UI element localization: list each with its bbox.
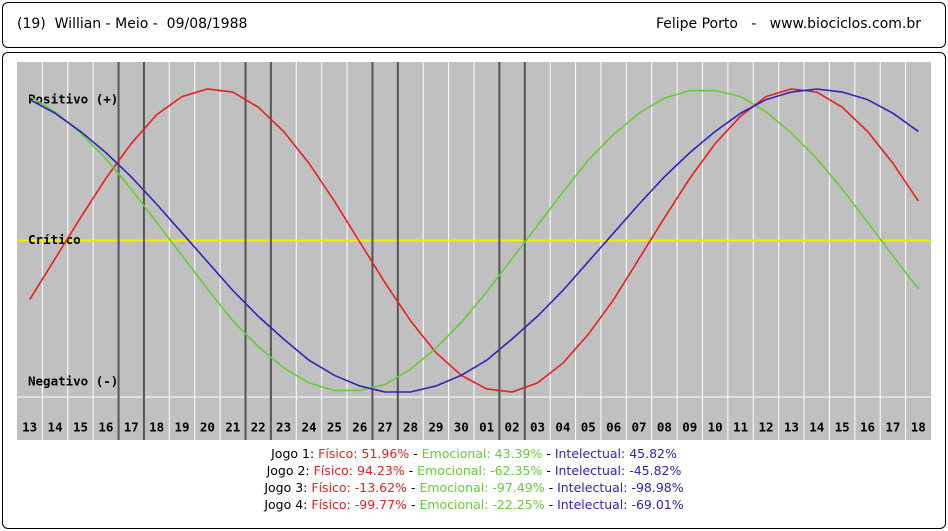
x-tick-label: 15 <box>73 420 88 435</box>
x-tick-label: 02 <box>505 420 520 435</box>
x-tick-label: 21 <box>225 420 240 435</box>
x-tick-label: 03 <box>530 420 545 435</box>
y-tick-label: Crítico <box>28 232 81 247</box>
field-value: 51.96% <box>361 446 410 461</box>
x-tick-label: 08 <box>657 420 672 435</box>
x-tick-label: 14 <box>48 420 63 435</box>
separator: - <box>408 463 414 478</box>
game-row: Jogo 3: Físico: -13.62% - Emocional: -97… <box>0 479 948 496</box>
x-tick-label: 22 <box>251 420 266 435</box>
x-tick-label: 14 <box>809 420 824 435</box>
game-label: Jogo 2: <box>266 463 310 478</box>
field-value: 94.23% <box>357 463 405 478</box>
x-tick-label: 16 <box>98 420 113 435</box>
field-value: -22.25% <box>492 497 545 512</box>
series-line <box>29 89 919 392</box>
y-tick-label: Positivo (+) <box>28 92 118 107</box>
x-tick-label: 06 <box>606 420 621 435</box>
game-label: Jogo 4: <box>264 497 308 512</box>
x-tick-label: 13 <box>22 420 37 435</box>
x-tick-label: 17 <box>885 420 900 435</box>
field-value: -13.62% <box>354 480 407 495</box>
x-tick-label: 12 <box>758 420 773 435</box>
x-tick-label: 13 <box>784 420 799 435</box>
x-tick-label: 25 <box>327 420 342 435</box>
series-line <box>29 88 919 393</box>
x-tick-label: 30 <box>454 420 469 435</box>
game-label: Jogo 1: <box>271 446 315 461</box>
x-tick-label: 01 <box>479 420 494 435</box>
x-tick-label: 05 <box>581 420 596 435</box>
x-tick-label: 20 <box>200 420 215 435</box>
x-tick-label: 27 <box>378 420 393 435</box>
field-label: Físico: <box>313 463 354 478</box>
separator: - <box>546 446 551 461</box>
game-row: Jogo 4: Físico: -99.77% - Emocional: -22… <box>0 496 948 513</box>
x-tick-label: 09 <box>682 420 697 435</box>
field-label: Emocional: <box>419 480 489 495</box>
x-tick-label: 16 <box>860 420 875 435</box>
main-panel <box>2 52 946 529</box>
field-value: -62.35% <box>490 463 543 478</box>
x-tick-label: 29 <box>428 420 443 435</box>
field-label: Físico: <box>318 446 358 461</box>
x-tick-label: 23 <box>276 420 291 435</box>
separator: - <box>410 480 416 495</box>
x-tick-label: 17 <box>124 420 139 435</box>
separator: - <box>548 480 554 495</box>
header-right: Felipe Porto - www.biociclos.com.br <box>655 16 921 32</box>
game-label: Jogo 3: <box>264 480 308 495</box>
x-tick-label: 18 <box>911 420 926 435</box>
field-value: 45.82% <box>629 446 677 461</box>
game-summary: Jogo 1: Físico: 51.96% - Emocional: 43.3… <box>0 445 948 513</box>
game-row: Jogo 1: Físico: 51.96% - Emocional: 43.3… <box>0 445 948 462</box>
field-label: Emocional: <box>419 497 489 512</box>
game-row: Jogo 2: Físico: 94.23% - Emocional: -62.… <box>0 462 948 479</box>
x-tick-label: 24 <box>301 420 316 435</box>
field-label: Emocional: <box>421 446 491 461</box>
separator: - <box>548 497 554 512</box>
field-value: -69.01% <box>631 497 684 512</box>
header: (19) Willian - Meio - 09/08/1988 Felipe … <box>2 2 946 48</box>
x-tick-label: 26 <box>352 420 367 435</box>
x-tick-label: 18 <box>149 420 164 435</box>
field-value: -99.77% <box>354 497 407 512</box>
y-tick-label: Negativo (-) <box>28 374 118 389</box>
x-tick-label: 11 <box>733 420 748 435</box>
separator: - <box>410 497 416 512</box>
field-label: Físico: <box>311 497 351 512</box>
separator: - <box>413 446 418 461</box>
x-tick-label: 07 <box>631 420 646 435</box>
field-label: Intelectual: <box>557 480 628 495</box>
x-tick-label: 10 <box>708 420 723 435</box>
field-label: Intelectual: <box>557 497 628 512</box>
field-value: 43.39% <box>494 446 543 461</box>
field-label: Intelectual: <box>554 446 626 461</box>
header-left: (19) Willian - Meio - 09/08/1988 <box>17 16 248 32</box>
field-value: -97.49% <box>492 480 545 495</box>
x-tick-label: 19 <box>174 420 189 435</box>
field-value: -45.82% <box>629 463 682 478</box>
x-tick-label: 15 <box>835 420 850 435</box>
x-tick-label: 04 <box>555 420 570 435</box>
x-tick-label: 28 <box>403 420 418 435</box>
field-label: Emocional: <box>417 463 487 478</box>
series-line <box>29 88 919 393</box>
field-label: Físico: <box>311 480 351 495</box>
field-value: -98.98% <box>631 480 684 495</box>
separator: - <box>546 463 551 478</box>
field-label: Intelectual: <box>554 463 626 478</box>
